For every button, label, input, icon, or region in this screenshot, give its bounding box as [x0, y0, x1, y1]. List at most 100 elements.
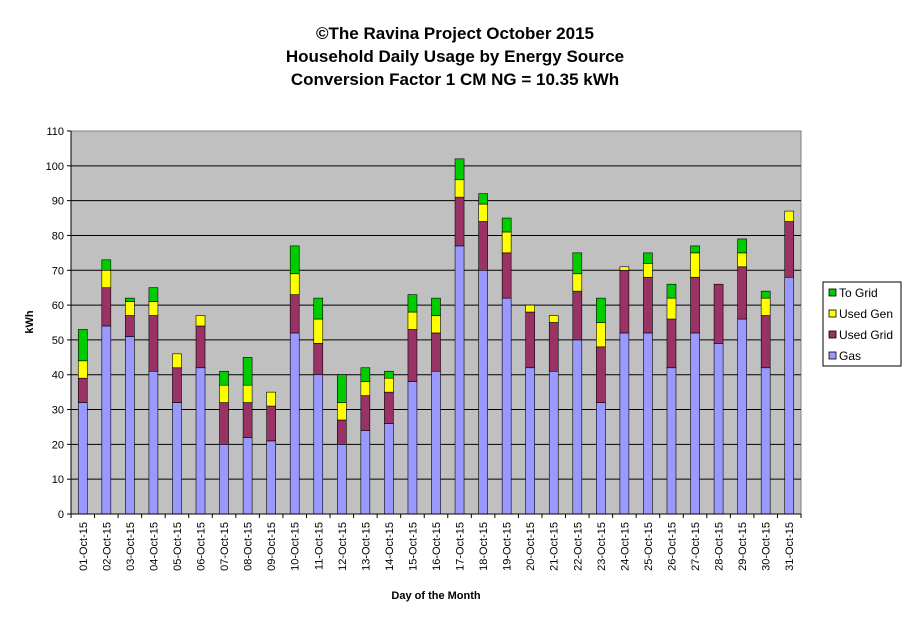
- bar-segment-gas: [219, 444, 229, 515]
- x-tick-label: 26-Oct-15: [666, 522, 678, 571]
- bar-segment-used-grid: [407, 329, 418, 382]
- chart-title-line-2: Household Daily Usage by Energy Source: [286, 47, 624, 66]
- bar-segment-used-gen: [266, 391, 276, 407]
- x-tick-label: 19-Oct-15: [502, 522, 514, 571]
- bar-segment-used-gen: [431, 315, 441, 334]
- y-axis: 0 10 20 30 40 50 60 70 80 90 100 110: [46, 126, 801, 521]
- x-tick-label: 29-Oct-15: [737, 522, 749, 571]
- legend-label-to-grid: To Grid: [839, 286, 878, 300]
- bar-segment-used-gen: [148, 301, 159, 316]
- bar-segment-used-gen: [172, 353, 182, 369]
- bar-segment-to-grid: [454, 158, 465, 181]
- bar-segment-used-gen: [501, 231, 512, 254]
- bars: [77, 158, 795, 515]
- bar-segment-to-grid: [289, 245, 300, 275]
- x-tick-label: 22-Oct-15: [572, 522, 584, 571]
- bar-segment-to-grid: [690, 245, 700, 254]
- x-tick-label: 24-Oct-15: [619, 522, 631, 571]
- bar-segment-used-gen: [289, 273, 300, 295]
- bar-segment-used-gen: [101, 269, 112, 288]
- x-tick-label: 27-Oct-15: [690, 522, 702, 571]
- bar-segment-gas: [266, 440, 276, 515]
- bar-segment-gas: [172, 402, 182, 515]
- bar-segment-used-grid: [266, 405, 276, 442]
- bar-segment-gas: [360, 430, 371, 515]
- x-tick-label: 18-Oct-15: [478, 522, 490, 571]
- x-axis: 01-Oct-15 02-Oct-15 03-Oct-15 04-Oct-15 05-O…: [70, 514, 802, 571]
- bar-segment-used-grid: [195, 325, 206, 369]
- bar-segment-to-grid: [501, 217, 512, 233]
- bar-segment-used-gen: [643, 263, 653, 278]
- y-tick-label: 70: [52, 265, 64, 277]
- x-tick-label: 14-Oct-15: [384, 522, 396, 571]
- bar-segment-gas: [125, 336, 135, 515]
- bar-segment-used-grid: [148, 315, 159, 372]
- bar-segment-gas: [101, 325, 112, 515]
- bar-segment-gas: [478, 269, 488, 515]
- x-tick-label: 12-Oct-15: [337, 522, 349, 571]
- bar-segment-used-grid: [501, 252, 512, 299]
- x-tick-label: 05-Oct-15: [172, 522, 184, 571]
- y-tick-label: 110: [46, 126, 64, 138]
- bar-segment-used-gen: [219, 384, 229, 403]
- y-tick-label: 100: [46, 161, 64, 173]
- y-tick-label: 90: [52, 196, 64, 208]
- bar-segment-gas: [384, 423, 394, 515]
- bar-segment-to-grid: [313, 297, 324, 320]
- bar-segment-used-gen: [525, 304, 535, 313]
- bar-segment-used-grid: [242, 402, 253, 438]
- x-tick-label: 13-Oct-15: [360, 522, 372, 571]
- bar-segment-gas: [195, 367, 206, 515]
- bar-segment-used-gen: [454, 179, 465, 198]
- y-tick-label: 10: [52, 474, 64, 486]
- bar-segment-used-gen: [478, 203, 488, 222]
- bar-segment-gas: [666, 367, 677, 515]
- bar-segment-gas: [431, 370, 441, 515]
- bar-segment-used-gen: [360, 381, 371, 396]
- legend-swatch-to-grid: [828, 288, 837, 297]
- bar-segment-used-grid: [125, 315, 135, 337]
- bar-segment-to-grid: [242, 357, 253, 386]
- bar-segment-used-grid: [360, 395, 371, 431]
- bar-segment-gas: [784, 276, 795, 515]
- bar-segment-used-gen: [596, 322, 606, 348]
- bar-segment-used-grid: [713, 283, 724, 344]
- bar-segment-gas: [548, 370, 559, 515]
- chart-title-line-3: Conversion Factor 1 CM NG = 10.35 kWh: [291, 70, 619, 89]
- x-tick-label: 11-Oct-15: [313, 522, 325, 570]
- bar-segment-used-gen: [337, 402, 347, 421]
- legend-label-used-grid: Used Grid: [839, 328, 893, 342]
- bar-segment-used-gen: [666, 297, 677, 320]
- legend-label-used-gen: Used Gen: [839, 307, 893, 321]
- bar-segment-gas: [643, 332, 653, 515]
- y-axis-title: kWh: [24, 310, 36, 334]
- y-tick-label: 0: [58, 509, 64, 521]
- bar-segment-gas: [760, 367, 771, 515]
- bar-segment-gas: [596, 402, 606, 515]
- x-tick-label: 21-Oct-15: [549, 522, 561, 571]
- x-tick-label: 17-Oct-15: [455, 522, 467, 571]
- bar-segment-to-grid: [360, 367, 371, 382]
- bar-segment-gas: [619, 332, 630, 515]
- bar-segment-used-grid: [431, 332, 441, 372]
- bar-segment-gas: [289, 332, 300, 515]
- bar-segment-used-gen: [572, 273, 583, 292]
- bar-segment-used-grid: [219, 402, 229, 445]
- bar-segment-gas: [454, 245, 465, 515]
- bar-segment-used-grid: [619, 269, 630, 334]
- bar-segment-to-grid: [737, 238, 747, 254]
- bar-segment-to-grid: [407, 294, 418, 313]
- bar-segment-used-grid: [784, 221, 795, 278]
- bar-segment-used-gen: [407, 311, 418, 330]
- bar-segment-used-grid: [690, 276, 700, 334]
- bar-segment-used-grid: [596, 346, 606, 403]
- x-tick-label: 01-Oct-15: [78, 522, 90, 571]
- x-tick-label: 31-Oct-15: [784, 522, 796, 571]
- bar-segment-used-gen: [195, 315, 206, 327]
- bar-segment-used-grid: [172, 367, 182, 403]
- bar-segment-used-grid: [384, 391, 394, 424]
- y-tick-label: 50: [52, 335, 64, 347]
- legend: To Grid Used Gen Used Grid Gas: [822, 281, 902, 367]
- bar-segment-used-grid: [101, 287, 112, 327]
- y-tick-label: 20: [52, 439, 64, 451]
